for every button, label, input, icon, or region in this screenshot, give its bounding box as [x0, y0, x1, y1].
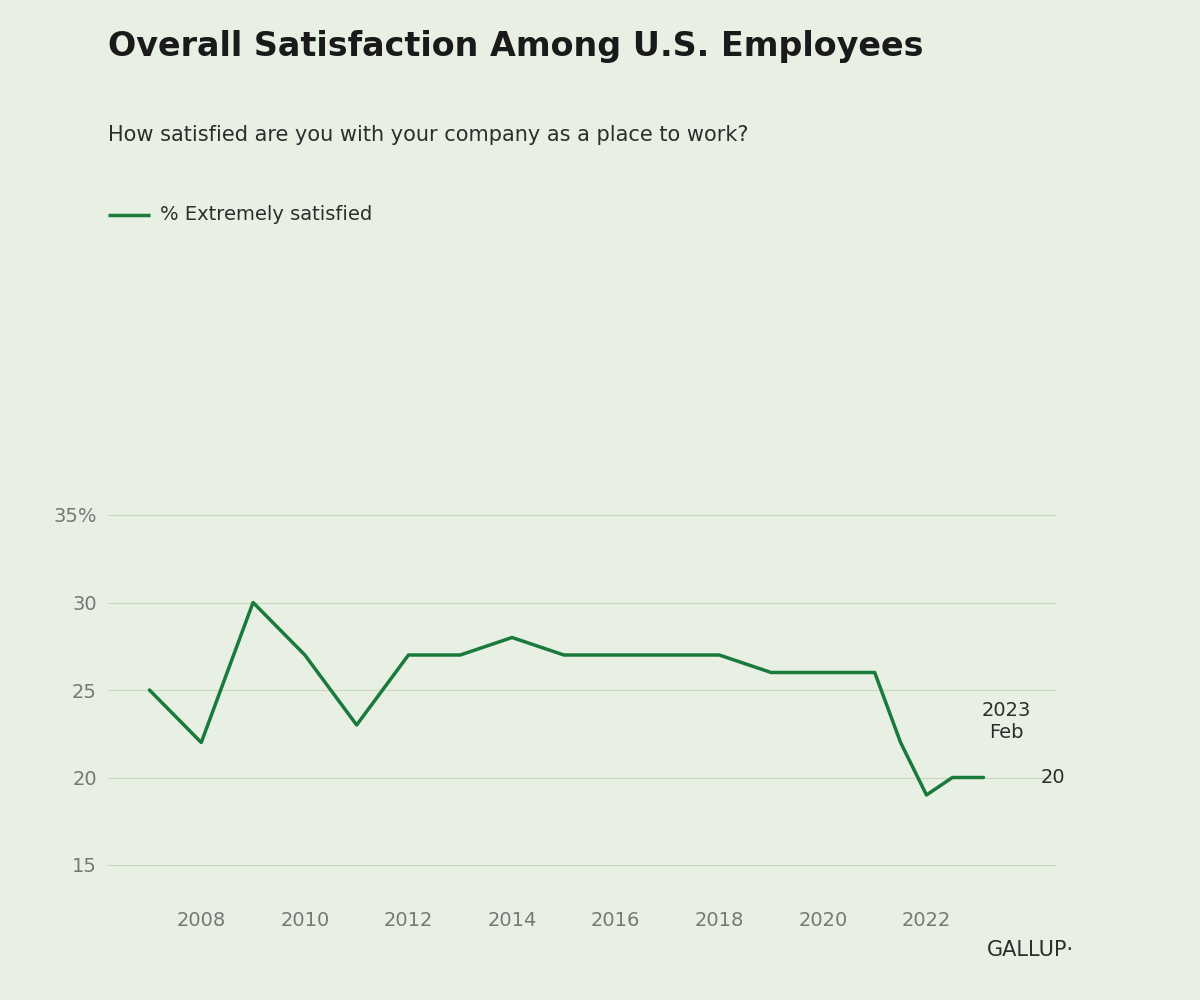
Text: 20: 20 — [1040, 768, 1066, 787]
Text: % Extremely satisfied: % Extremely satisfied — [160, 206, 372, 225]
Text: Overall Satisfaction Among U.S. Employees: Overall Satisfaction Among U.S. Employee… — [108, 30, 924, 63]
Text: How satisfied are you with your company as a place to work?: How satisfied are you with your company … — [108, 125, 749, 145]
Text: GALLUP·: GALLUP· — [986, 940, 1074, 960]
Text: 2023
Feb: 2023 Feb — [982, 701, 1032, 742]
